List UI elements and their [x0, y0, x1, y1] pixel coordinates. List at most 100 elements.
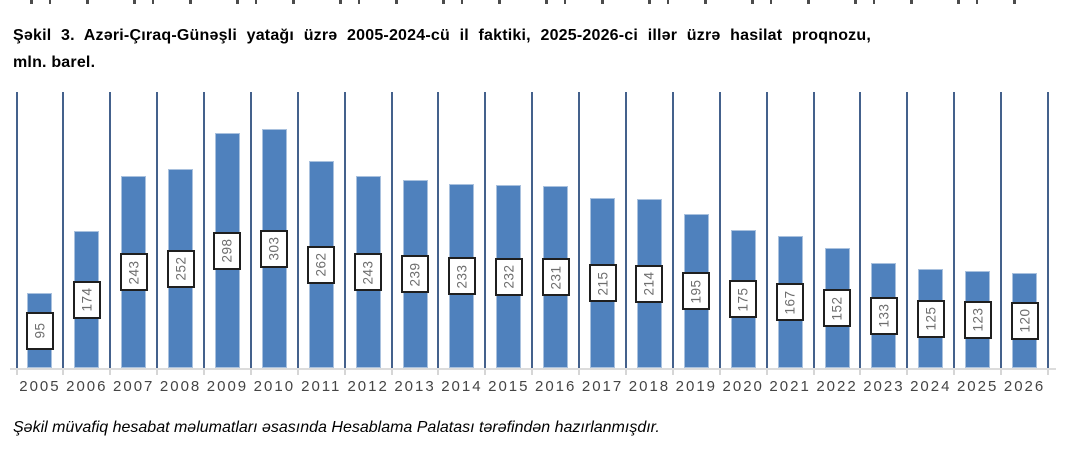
axis-tick [156, 370, 159, 375]
figure-title-line2: mln. barel. [13, 54, 96, 71]
category-gridline [765, 92, 768, 368]
x-axis-line [10, 368, 1056, 370]
bar-value-text: 175 [735, 286, 751, 312]
bar-value-label: 214 [635, 264, 664, 303]
axis-tick [718, 370, 721, 375]
bar-value-text: 215 [595, 270, 611, 296]
category-gridline [437, 92, 440, 368]
clipped-text-remnant [8, 0, 1049, 4]
category-gridline [484, 92, 487, 368]
bar-value-label: 195 [682, 272, 711, 310]
axis-tick [625, 370, 628, 375]
bar-value-label: 231 [541, 258, 570, 296]
axis-tick [62, 370, 65, 375]
category-gridline [109, 92, 112, 368]
bar-value-label: 133 [869, 296, 898, 335]
bar-value-label: 252 [166, 249, 195, 288]
x-axis-label: 2007 [113, 378, 155, 395]
bar-value-text: 243 [360, 259, 376, 285]
bar-value-text: 95 [32, 322, 48, 339]
category-gridline [718, 92, 721, 368]
axis-tick [109, 370, 112, 375]
bar-value-text: 262 [313, 252, 329, 277]
bar-value-label: 243 [119, 253, 148, 291]
bar-value-label: 262 [307, 245, 336, 284]
x-axis-label: 2019 [675, 378, 718, 395]
bar-value-text: 231 [548, 264, 564, 290]
x-axis-label: 2024 [910, 378, 952, 395]
figure-title-line1: Şəkil 3. Azəri-Çıraq-Günəşli yatağı üzrə… [13, 27, 871, 44]
category-gridline [859, 92, 862, 368]
axis-tick [296, 370, 299, 375]
axis-tick [765, 370, 768, 375]
axis-tick [859, 370, 862, 375]
axis-tick [390, 370, 393, 375]
category-gridline [15, 92, 18, 368]
bar-value-text: 239 [407, 261, 423, 287]
x-axis-label: 2022 [816, 378, 858, 395]
category-gridline [953, 92, 956, 368]
bar-value-text: 195 [688, 278, 704, 304]
x-axis-label: 2006 [66, 378, 108, 395]
x-axis-label: 2011 [301, 378, 342, 395]
category-gridline [625, 92, 628, 368]
axis-tick [1047, 370, 1049, 375]
axis-tick [343, 370, 346, 375]
bar-value-label: 174 [72, 280, 101, 319]
category-gridline [296, 92, 299, 368]
x-axis-label: 2015 [488, 378, 530, 395]
bar-value-label: 239 [401, 255, 430, 293]
x-axis-label: 2009 [206, 378, 249, 395]
axis-tick [484, 370, 487, 375]
axis-tick [531, 370, 534, 375]
x-axis-label: 2021 [769, 378, 811, 395]
bar-value-text: 152 [829, 295, 845, 321]
bar-value-text: 214 [641, 271, 657, 296]
bar-value-label: 243 [354, 253, 383, 291]
bar-value-label: 175 [729, 280, 758, 318]
plot-area: 95 2005 174 2006 243 2007 252 2008 298 2009 303 201… [0, 90, 1069, 400]
figure-caption: Şəkil müvafiq hesabat məlumatları əsasın… [13, 419, 660, 436]
bar-value-label: 298 [213, 231, 242, 270]
x-axis-label: 2016 [535, 378, 577, 395]
category-gridline [156, 92, 159, 368]
category-gridline [249, 92, 252, 368]
x-axis-label: 2026 [1003, 378, 1046, 395]
bar-value-text: 167 [782, 289, 798, 315]
x-axis-label: 2014 [441, 378, 483, 395]
axis-tick [15, 370, 18, 375]
bar-value-text: 174 [79, 287, 95, 312]
x-axis-label: 2008 [159, 378, 202, 395]
category-gridline [1047, 92, 1049, 368]
axis-tick [578, 370, 581, 375]
figure-title: Şəkil 3. Azəri-Çıraq-Günəşli yatağı üzrə… [13, 22, 1059, 76]
axis-tick [203, 370, 206, 375]
bar-value-label: 303 [260, 229, 289, 268]
axis-tick [812, 370, 815, 375]
bar-value-text: 303 [266, 236, 282, 261]
axis-tick [437, 370, 440, 375]
x-axis-label: 2010 [253, 378, 296, 395]
bar-value-label: 152 [823, 289, 851, 327]
category-gridline [578, 92, 581, 368]
bar-value-label: 233 [447, 257, 476, 295]
axis-tick [249, 370, 252, 375]
x-axis-label: 2017 [581, 378, 624, 395]
category-gridline [203, 92, 206, 368]
bar-value-label: 125 [916, 299, 945, 338]
bar-value-text: 123 [970, 307, 986, 332]
bar-value-label: 232 [494, 257, 523, 296]
bar-value-text: 298 [219, 238, 235, 263]
bar-value-label: 167 [776, 283, 805, 321]
x-axis-label: 2025 [956, 378, 999, 395]
category-gridline [531, 92, 534, 368]
bar-value-text: 233 [454, 263, 470, 289]
x-axis-label: 2013 [394, 378, 436, 395]
category-gridline [1000, 92, 1003, 368]
bar-value-text: 232 [501, 264, 517, 289]
bar-value-text: 252 [173, 256, 189, 281]
x-axis-label: 2020 [722, 378, 764, 395]
x-axis-label: 2005 [19, 378, 61, 395]
category-gridline [906, 92, 909, 368]
